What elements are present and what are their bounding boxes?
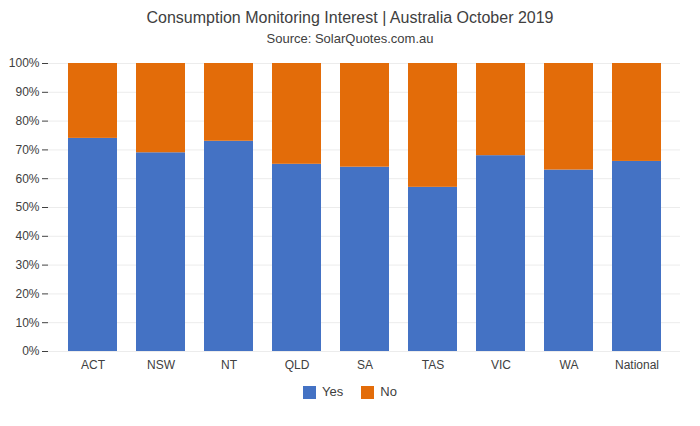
svg-text:90%: 90% — [15, 85, 39, 99]
html-text:Consumption Monitoring Interes: Consumption Monitoring Interest | Austra… — [146, 9, 554, 26]
svg-text:60%: 60% — [15, 172, 39, 186]
svg-text:100%: 100% — [9, 56, 40, 70]
svg-text:TAS: TAS — [422, 358, 444, 372]
svg-text:NT: NT — [221, 358, 238, 372]
svg-text:50%: 50% — [15, 200, 39, 214]
svg-text:70%: 70% — [15, 143, 39, 157]
html-text:Yes: Yes — [322, 384, 344, 399]
svg-text:QLD: QLD — [285, 358, 310, 372]
svg-text:SA: SA — [357, 358, 373, 372]
svg-text:WA: WA — [560, 358, 579, 372]
svg-text:30%: 30% — [15, 258, 39, 272]
svg-text:80%: 80% — [15, 114, 39, 128]
svg-text:ACT: ACT — [81, 358, 106, 372]
svg-text:0%: 0% — [22, 344, 40, 358]
html-text:No: No — [380, 384, 397, 399]
svg-text:10%: 10% — [15, 316, 39, 330]
html-text:Source: SolarQuotes.com.au: Source: SolarQuotes.com.au — [266, 31, 434, 46]
svg-text:40%: 40% — [15, 229, 39, 243]
svg-text:VIC: VIC — [491, 358, 511, 372]
svg-text:NSW: NSW — [147, 358, 176, 372]
svg-text:20%: 20% — [15, 287, 39, 301]
svg-text:National: National — [615, 358, 659, 372]
